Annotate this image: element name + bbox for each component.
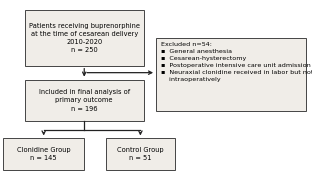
Text: Included in final analysis of
primary outcome
n = 196: Included in final analysis of primary ou… [39, 89, 130, 112]
Text: Clonidine Group
n = 145: Clonidine Group n = 145 [17, 147, 71, 161]
Text: Patients receiving buprenorphine
at the time of cesarean delivery
2010-2020
n = : Patients receiving buprenorphine at the … [29, 23, 140, 53]
FancyBboxPatch shape [106, 138, 175, 170]
FancyBboxPatch shape [25, 80, 144, 121]
Text: Excluded n=54:
▪  General anesthesia
▪  Cesarean-hysterectomy
▪  Postoperative i: Excluded n=54: ▪ General anesthesia ▪ Ce… [161, 42, 312, 81]
Text: Control Group
n = 51: Control Group n = 51 [117, 147, 164, 161]
FancyBboxPatch shape [156, 38, 306, 111]
FancyBboxPatch shape [3, 138, 84, 170]
FancyBboxPatch shape [25, 10, 144, 66]
